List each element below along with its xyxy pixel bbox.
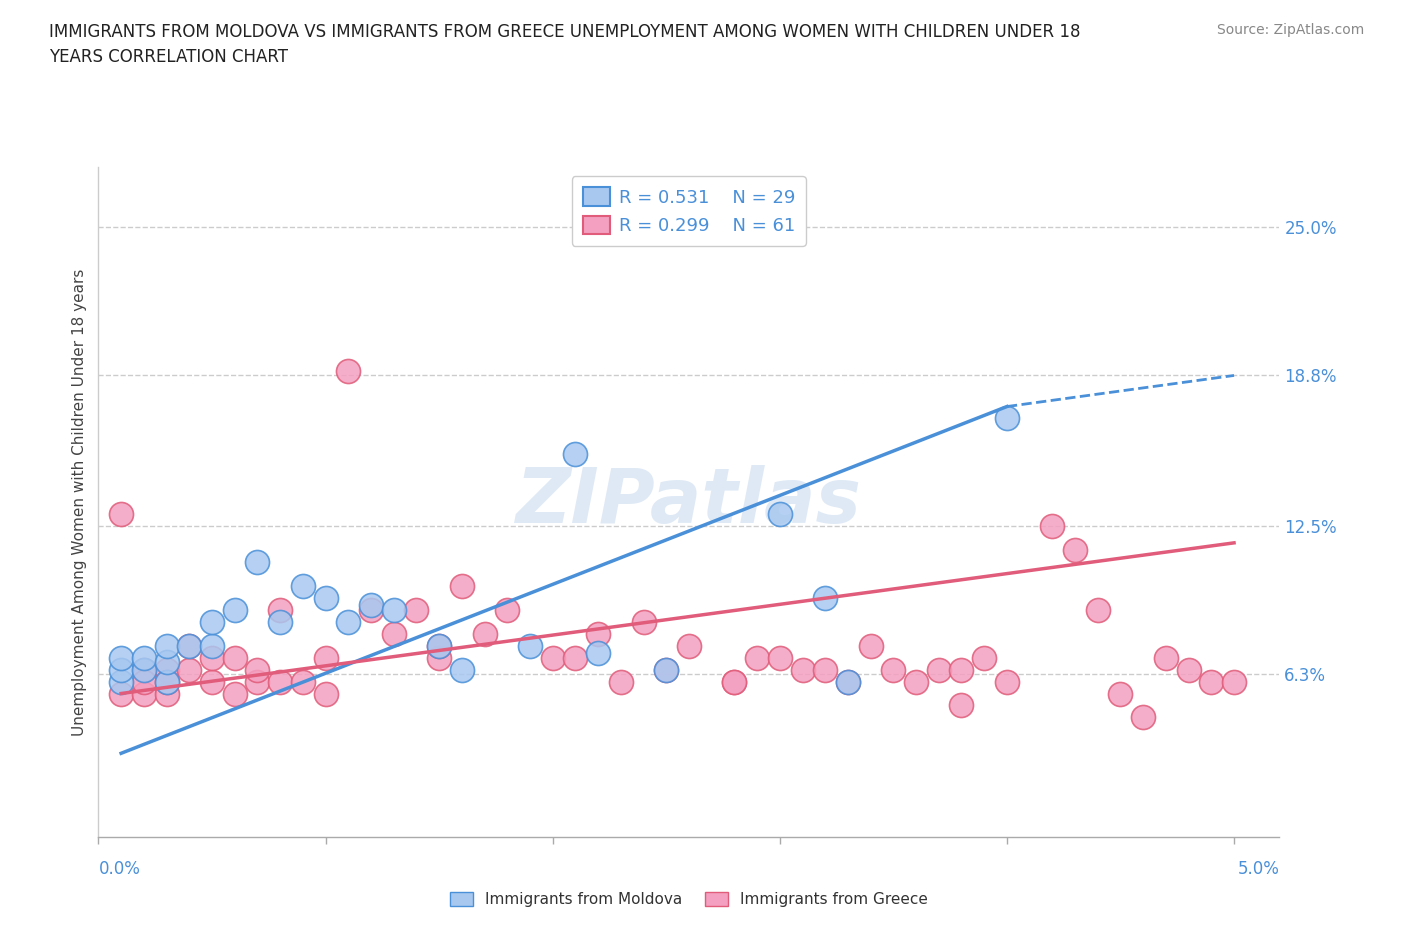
Point xyxy=(110,650,132,665)
Text: IMMIGRANTS FROM MOLDOVA VS IMMIGRANTS FROM GREECE UNEMPLOYMENT AMONG WOMEN WITH : IMMIGRANTS FROM MOLDOVA VS IMMIGRANTS FR… xyxy=(49,23,1081,66)
Point xyxy=(201,674,224,689)
Point xyxy=(950,662,973,677)
Point xyxy=(837,674,859,689)
Legend: Immigrants from Moldova, Immigrants from Greece: Immigrants from Moldova, Immigrants from… xyxy=(444,885,934,913)
Point xyxy=(427,638,450,653)
Point xyxy=(155,655,177,670)
Point xyxy=(337,364,360,379)
Point xyxy=(155,662,177,677)
Point xyxy=(586,645,609,660)
Point xyxy=(246,674,269,689)
Point xyxy=(179,638,201,653)
Point xyxy=(564,447,586,462)
Point xyxy=(201,615,224,630)
Point xyxy=(155,674,177,689)
Point xyxy=(792,662,814,677)
Point xyxy=(110,686,132,701)
Point xyxy=(519,638,541,653)
Point xyxy=(360,603,382,618)
Point xyxy=(837,674,859,689)
Point xyxy=(1201,674,1223,689)
Point xyxy=(179,662,201,677)
Point xyxy=(360,598,382,613)
Point xyxy=(1040,519,1063,534)
Point xyxy=(723,674,745,689)
Point xyxy=(337,615,360,630)
Point xyxy=(179,638,201,653)
Text: 5.0%: 5.0% xyxy=(1237,860,1279,878)
Point xyxy=(132,686,155,701)
Point xyxy=(224,603,246,618)
Point xyxy=(315,650,337,665)
Point xyxy=(995,674,1018,689)
Text: 0.0%: 0.0% xyxy=(98,860,141,878)
Point xyxy=(201,650,224,665)
Point xyxy=(586,626,609,641)
Point xyxy=(1132,710,1154,724)
Point xyxy=(155,674,177,689)
Point xyxy=(132,662,155,677)
Point xyxy=(564,650,586,665)
Point xyxy=(291,578,314,593)
Point xyxy=(246,554,269,569)
Point xyxy=(769,507,792,522)
Point xyxy=(995,411,1018,426)
Point xyxy=(315,686,337,701)
Point xyxy=(224,650,246,665)
Point xyxy=(1087,603,1109,618)
Point xyxy=(155,638,177,653)
Point xyxy=(814,662,837,677)
Point xyxy=(1154,650,1177,665)
Point xyxy=(496,603,519,618)
Point xyxy=(155,686,177,701)
Point xyxy=(291,674,314,689)
Point xyxy=(633,615,655,630)
Text: Source: ZipAtlas.com: Source: ZipAtlas.com xyxy=(1216,23,1364,37)
Point xyxy=(1109,686,1132,701)
Point xyxy=(269,603,291,618)
Y-axis label: Unemployment Among Women with Children Under 18 years: Unemployment Among Women with Children U… xyxy=(72,269,87,736)
Point xyxy=(269,674,291,689)
Point xyxy=(723,674,745,689)
Point xyxy=(905,674,928,689)
Point xyxy=(246,662,269,677)
Point xyxy=(450,662,472,677)
Point xyxy=(882,662,904,677)
Point xyxy=(928,662,950,677)
Point xyxy=(224,686,246,701)
Point xyxy=(950,698,973,713)
Point xyxy=(269,615,291,630)
Point xyxy=(405,603,427,618)
Point xyxy=(110,507,132,522)
Point xyxy=(382,626,405,641)
Point xyxy=(201,638,224,653)
Point xyxy=(315,591,337,605)
Point xyxy=(382,603,405,618)
Text: ZIPatlas: ZIPatlas xyxy=(516,465,862,539)
Point xyxy=(1223,674,1246,689)
Point xyxy=(427,650,450,665)
Point xyxy=(132,674,155,689)
Point xyxy=(769,650,792,665)
Point xyxy=(814,591,837,605)
Point xyxy=(655,662,678,677)
Point xyxy=(110,674,132,689)
Point xyxy=(1177,662,1199,677)
Point xyxy=(110,662,132,677)
Point xyxy=(859,638,882,653)
Point xyxy=(1064,542,1087,557)
Point xyxy=(610,674,633,689)
Point xyxy=(655,662,678,677)
Point xyxy=(973,650,995,665)
Point xyxy=(678,638,700,653)
Point xyxy=(541,650,564,665)
Point xyxy=(427,638,450,653)
Point xyxy=(132,650,155,665)
Point xyxy=(474,626,496,641)
Point xyxy=(450,578,472,593)
Point xyxy=(132,662,155,677)
Point xyxy=(745,650,768,665)
